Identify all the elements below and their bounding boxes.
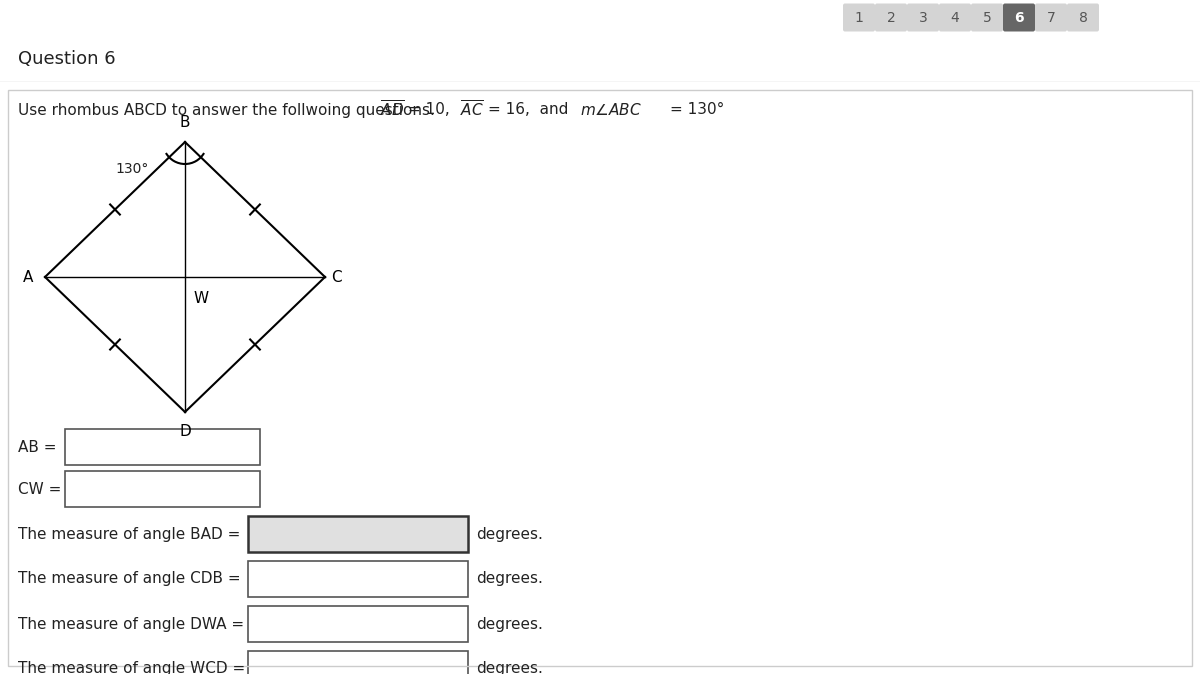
Text: Question 6: Question 6	[18, 50, 115, 68]
Text: The measure of angle CDB =: The measure of angle CDB =	[18, 572, 241, 586]
FancyBboxPatch shape	[842, 3, 875, 32]
FancyBboxPatch shape	[65, 471, 260, 507]
Text: = 16,  and: = 16, and	[488, 102, 569, 117]
FancyBboxPatch shape	[971, 3, 1003, 32]
Text: degrees.: degrees.	[476, 572, 542, 586]
Text: 1: 1	[854, 11, 864, 24]
Text: 130°: 130°	[115, 162, 149, 176]
FancyBboxPatch shape	[875, 3, 907, 32]
Text: B: B	[180, 115, 191, 130]
Text: The measure of angle WCD =: The measure of angle WCD =	[18, 661, 245, 674]
Text: Use rhombus ABCD to answer the follwoing questions.: Use rhombus ABCD to answer the follwoing…	[18, 102, 445, 117]
Text: The measure of angle BAD =: The measure of angle BAD =	[18, 526, 240, 541]
Text: D: D	[179, 424, 191, 439]
Text: = 130°: = 130°	[670, 102, 725, 117]
FancyBboxPatch shape	[248, 516, 468, 552]
FancyBboxPatch shape	[248, 651, 468, 674]
FancyBboxPatch shape	[1003, 3, 1034, 32]
Text: 4: 4	[950, 11, 959, 24]
FancyBboxPatch shape	[1034, 3, 1067, 32]
Text: C: C	[331, 270, 342, 284]
Text: W: W	[193, 291, 208, 306]
Text: degrees.: degrees.	[476, 661, 542, 674]
Text: 3: 3	[919, 11, 928, 24]
FancyBboxPatch shape	[907, 3, 940, 32]
Text: degrees.: degrees.	[476, 617, 542, 632]
Text: 7: 7	[1046, 11, 1055, 24]
Text: $\overline{AC}$: $\overline{AC}$	[460, 100, 484, 120]
Text: 5: 5	[983, 11, 991, 24]
Text: A: A	[23, 270, 34, 284]
Text: 2: 2	[887, 11, 895, 24]
FancyBboxPatch shape	[65, 429, 260, 465]
Text: 8: 8	[1079, 11, 1087, 24]
FancyBboxPatch shape	[1067, 3, 1099, 32]
Text: CW =: CW =	[18, 481, 61, 497]
Text: degrees.: degrees.	[476, 526, 542, 541]
Text: 6: 6	[1014, 11, 1024, 24]
FancyBboxPatch shape	[940, 3, 971, 32]
FancyBboxPatch shape	[248, 606, 468, 642]
Text: = 10,: = 10,	[408, 102, 450, 117]
Text: AB =: AB =	[18, 439, 56, 454]
Text: $\overline{AD}$: $\overline{AD}$	[380, 100, 404, 120]
FancyBboxPatch shape	[248, 561, 468, 597]
Text: The measure of angle DWA =: The measure of angle DWA =	[18, 617, 244, 632]
Text: $m\angle ABC$: $m\angle ABC$	[580, 102, 642, 118]
